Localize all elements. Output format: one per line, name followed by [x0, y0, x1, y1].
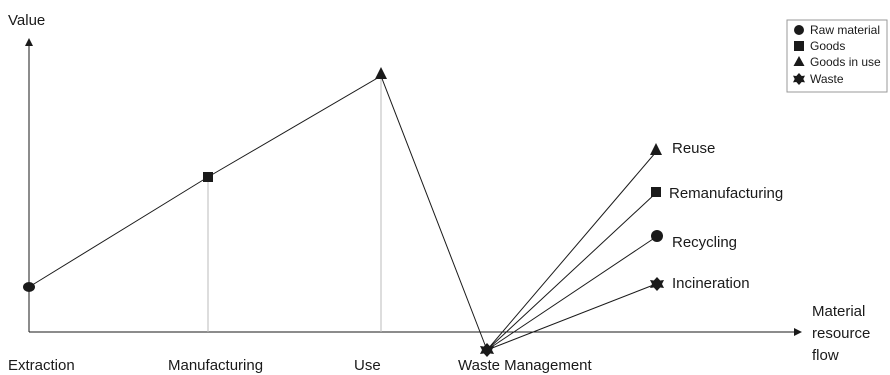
stage-label-manufacturing: Manufacturing — [168, 357, 263, 374]
legend-label-goods: Goods — [810, 39, 845, 53]
legend-circle-icon — [794, 25, 804, 35]
use-triangle-icon — [375, 67, 387, 79]
line-to-reuse — [486, 151, 657, 351]
line-to-recycling — [486, 236, 657, 351]
y-axis-label: Value — [8, 12, 45, 29]
value-path-line — [28, 75, 488, 351]
outcome-label-incineration: Incineration — [672, 275, 750, 292]
stage-label-waste-management: Waste Management — [458, 357, 593, 374]
extraction-circle-icon — [23, 282, 35, 292]
outcome-label-reuse: Reuse — [672, 140, 715, 157]
legend-triangle-icon — [793, 56, 805, 66]
x-axis-label-line-1: Material — [812, 303, 865, 320]
incineration-star-icon — [650, 277, 664, 291]
x-axis-label-line-3: flow — [812, 347, 839, 364]
legend-label-raw-material: Raw material — [810, 23, 880, 37]
legend-star-icon — [793, 73, 805, 85]
stage-label-extraction: Extraction — [8, 357, 75, 374]
x-axis-label-line-2: resource — [812, 325, 870, 342]
waste-management-star-icon — [480, 343, 494, 357]
legend-square-icon — [794, 41, 804, 51]
line-to-incineration — [486, 283, 657, 351]
legend-label-waste: Waste — [810, 72, 844, 86]
line-to-remanufacturing — [486, 192, 657, 351]
legend: Raw material Goods Goods in use Waste — [786, 19, 888, 93]
stage-label-use: Use — [354, 357, 381, 374]
legend-label-goods-in-use: Goods in use — [810, 55, 881, 69]
manufacturing-square-icon — [203, 172, 213, 182]
reuse-triangle-icon — [650, 143, 662, 155]
outcome-label-recycling: Recycling — [672, 234, 737, 251]
outcome-label-remanufacturing: Remanufacturing — [669, 185, 783, 202]
recycling-circle-icon — [651, 230, 663, 242]
remanufacturing-square-icon — [651, 187, 661, 197]
